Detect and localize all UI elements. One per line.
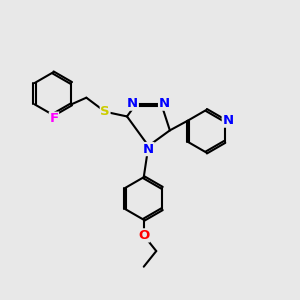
- Text: O: O: [138, 229, 149, 242]
- Text: N: N: [222, 114, 233, 127]
- Text: N: N: [159, 97, 170, 110]
- Text: F: F: [50, 112, 58, 125]
- Text: S: S: [100, 105, 110, 118]
- Text: N: N: [143, 142, 154, 156]
- Text: N: N: [127, 97, 138, 110]
